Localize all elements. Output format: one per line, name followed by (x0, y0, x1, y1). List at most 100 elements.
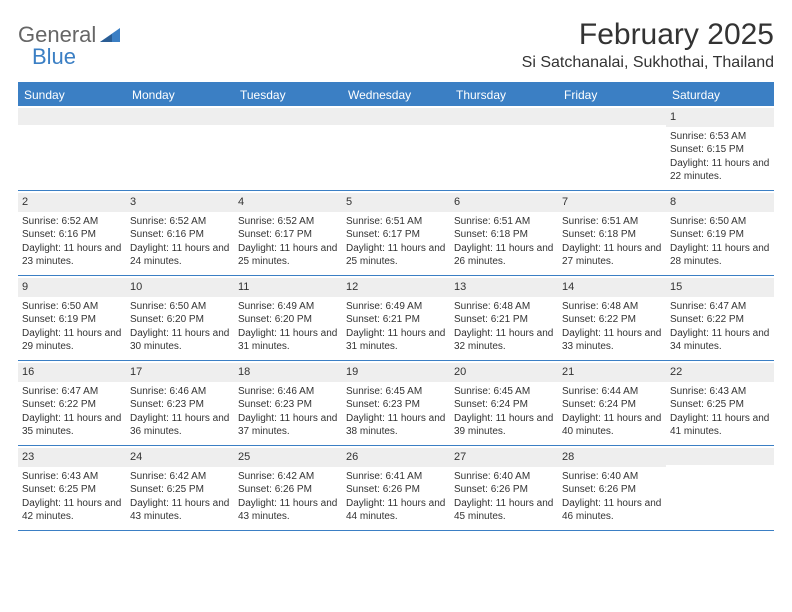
sunset-text: Sunset: 6:16 PM (22, 228, 122, 242)
sunset-text: Sunset: 6:21 PM (346, 313, 446, 327)
day-number: 19 (342, 363, 450, 382)
sunrise-text: Sunrise: 6:46 AM (238, 385, 338, 399)
sunset-text: Sunset: 6:23 PM (238, 398, 338, 412)
day-cell: 7Sunrise: 6:51 AMSunset: 6:18 PMDaylight… (558, 191, 666, 275)
sunset-text: Sunset: 6:25 PM (670, 398, 770, 412)
day-number: 4 (234, 193, 342, 212)
day-number: 26 (342, 448, 450, 467)
sunset-text: Sunset: 6:24 PM (454, 398, 554, 412)
day-number: 17 (126, 363, 234, 382)
sunrise-text: Sunrise: 6:53 AM (670, 130, 770, 144)
day-number: 10 (126, 278, 234, 297)
sunrise-text: Sunrise: 6:40 AM (454, 470, 554, 484)
sunset-text: Sunset: 6:26 PM (346, 483, 446, 497)
daylight-text: Daylight: 11 hours and 32 minutes. (454, 327, 554, 354)
daylight-text: Daylight: 11 hours and 25 minutes. (238, 242, 338, 269)
sunrise-text: Sunrise: 6:41 AM (346, 470, 446, 484)
sunset-text: Sunset: 6:19 PM (670, 228, 770, 242)
day-cell: 22Sunrise: 6:43 AMSunset: 6:25 PMDayligh… (666, 361, 774, 445)
calendar-table: SundayMondayTuesdayWednesdayThursdayFrid… (18, 82, 774, 531)
day-cell (666, 446, 774, 530)
daylight-text: Daylight: 11 hours and 43 minutes. (130, 497, 230, 524)
sunrise-text: Sunrise: 6:43 AM (22, 470, 122, 484)
sunset-text: Sunset: 6:22 PM (670, 313, 770, 327)
day-number: 18 (234, 363, 342, 382)
day-number (558, 108, 666, 125)
day-number (126, 108, 234, 125)
day-number (666, 448, 774, 465)
day-number: 27 (450, 448, 558, 467)
sunrise-text: Sunrise: 6:50 AM (22, 300, 122, 314)
day-number: 9 (18, 278, 126, 297)
day-number (18, 108, 126, 125)
sunset-text: Sunset: 6:25 PM (130, 483, 230, 497)
day-number: 14 (558, 278, 666, 297)
daylight-text: Daylight: 11 hours and 31 minutes. (346, 327, 446, 354)
day-header: Wednesday (342, 84, 450, 106)
daylight-text: Daylight: 11 hours and 25 minutes. (346, 242, 446, 269)
sunset-text: Sunset: 6:26 PM (454, 483, 554, 497)
daylight-text: Daylight: 11 hours and 41 minutes. (670, 412, 770, 439)
daylight-text: Daylight: 11 hours and 28 minutes. (670, 242, 770, 269)
day-cell (558, 106, 666, 190)
day-cell: 28Sunrise: 6:40 AMSunset: 6:26 PMDayligh… (558, 446, 666, 530)
sunset-text: Sunset: 6:17 PM (238, 228, 338, 242)
daylight-text: Daylight: 11 hours and 26 minutes. (454, 242, 554, 269)
sunset-text: Sunset: 6:20 PM (238, 313, 338, 327)
day-cell (234, 106, 342, 190)
day-cell: 12Sunrise: 6:49 AMSunset: 6:21 PMDayligh… (342, 276, 450, 360)
day-cell: 18Sunrise: 6:46 AMSunset: 6:23 PMDayligh… (234, 361, 342, 445)
day-number (342, 108, 450, 125)
day-cell: 14Sunrise: 6:48 AMSunset: 6:22 PMDayligh… (558, 276, 666, 360)
sunrise-text: Sunrise: 6:49 AM (238, 300, 338, 314)
daylight-text: Daylight: 11 hours and 27 minutes. (562, 242, 662, 269)
sunrise-text: Sunrise: 6:46 AM (130, 385, 230, 399)
daylight-text: Daylight: 11 hours and 30 minutes. (130, 327, 230, 354)
sunset-text: Sunset: 6:24 PM (562, 398, 662, 412)
page-header: General February 2025 Si Satchanalai, Su… (18, 18, 774, 72)
sunset-text: Sunset: 6:22 PM (22, 398, 122, 412)
day-header: Friday (558, 84, 666, 106)
day-cell: 26Sunrise: 6:41 AMSunset: 6:26 PMDayligh… (342, 446, 450, 530)
day-cell (342, 106, 450, 190)
day-cell: 17Sunrise: 6:46 AMSunset: 6:23 PMDayligh… (126, 361, 234, 445)
day-number: 20 (450, 363, 558, 382)
day-number (450, 108, 558, 125)
daylight-text: Daylight: 11 hours and 22 minutes. (670, 157, 770, 184)
sunrise-text: Sunrise: 6:47 AM (22, 385, 122, 399)
day-cell: 8Sunrise: 6:50 AMSunset: 6:19 PMDaylight… (666, 191, 774, 275)
sunset-text: Sunset: 6:25 PM (22, 483, 122, 497)
sunset-text: Sunset: 6:23 PM (346, 398, 446, 412)
sunset-text: Sunset: 6:20 PM (130, 313, 230, 327)
daylight-text: Daylight: 11 hours and 29 minutes. (22, 327, 122, 354)
sunset-text: Sunset: 6:18 PM (562, 228, 662, 242)
weeks-container: 1Sunrise: 6:53 AMSunset: 6:15 PMDaylight… (18, 106, 774, 531)
sunrise-text: Sunrise: 6:52 AM (22, 215, 122, 229)
day-header: Monday (126, 84, 234, 106)
day-cell: 5Sunrise: 6:51 AMSunset: 6:17 PMDaylight… (342, 191, 450, 275)
day-number: 25 (234, 448, 342, 467)
day-cell: 20Sunrise: 6:45 AMSunset: 6:24 PMDayligh… (450, 361, 558, 445)
sunrise-text: Sunrise: 6:45 AM (454, 385, 554, 399)
sunrise-text: Sunrise: 6:48 AM (562, 300, 662, 314)
day-number: 28 (558, 448, 666, 467)
brand-part2: Blue (32, 44, 76, 70)
day-number: 5 (342, 193, 450, 212)
sunset-text: Sunset: 6:18 PM (454, 228, 554, 242)
daylight-text: Daylight: 11 hours and 31 minutes. (238, 327, 338, 354)
sunrise-text: Sunrise: 6:42 AM (238, 470, 338, 484)
daylight-text: Daylight: 11 hours and 34 minutes. (670, 327, 770, 354)
sunrise-text: Sunrise: 6:42 AM (130, 470, 230, 484)
day-cell: 2Sunrise: 6:52 AMSunset: 6:16 PMDaylight… (18, 191, 126, 275)
day-number: 11 (234, 278, 342, 297)
day-cell: 13Sunrise: 6:48 AMSunset: 6:21 PMDayligh… (450, 276, 558, 360)
sunset-text: Sunset: 6:17 PM (346, 228, 446, 242)
sunset-text: Sunset: 6:26 PM (562, 483, 662, 497)
day-header: Tuesday (234, 84, 342, 106)
sunrise-text: Sunrise: 6:47 AM (670, 300, 770, 314)
daylight-text: Daylight: 11 hours and 24 minutes. (130, 242, 230, 269)
day-number (234, 108, 342, 125)
week-row: 1Sunrise: 6:53 AMSunset: 6:15 PMDaylight… (18, 106, 774, 191)
daylight-text: Daylight: 11 hours and 43 minutes. (238, 497, 338, 524)
sunrise-text: Sunrise: 6:51 AM (562, 215, 662, 229)
